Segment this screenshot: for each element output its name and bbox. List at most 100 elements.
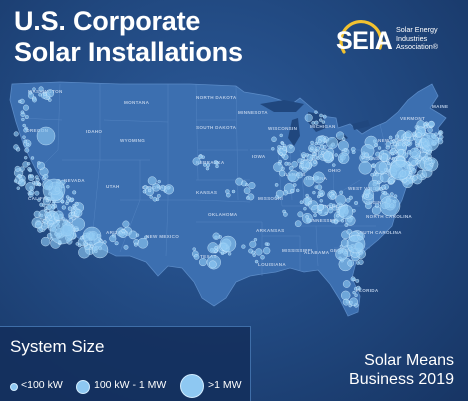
installation-bubble: [427, 127, 433, 133]
installation-bubble: [74, 208, 83, 218]
installation-bubble: [385, 141, 392, 147]
installation-bubble: [420, 132, 440, 152]
installation-bubble: [397, 148, 405, 156]
installation-bubble: [47, 98, 52, 102]
installation-bubble: [21, 117, 25, 122]
installation-bubble: [340, 219, 345, 223]
installation-bubble: [13, 144, 19, 150]
installation-bubble: [74, 201, 79, 207]
installation-bubble: [23, 139, 28, 144]
installation-bubble: [346, 234, 366, 254]
installation-bubble: [214, 249, 218, 253]
installation-bubble: [334, 153, 338, 157]
legend-label-small: <100 kW: [21, 379, 63, 391]
installation-bubble: [37, 182, 42, 187]
installation-bubble: [290, 188, 295, 194]
installation-bubble: [159, 184, 166, 191]
installation-bubble: [300, 160, 304, 165]
installation-bubble: [79, 236, 84, 240]
installation-bubble: [277, 145, 282, 150]
installation-bubble: [322, 114, 327, 119]
installation-bubble: [29, 189, 35, 195]
installation-bubble: [310, 140, 314, 145]
installation-bubble: [43, 92, 47, 97]
state-label: VIRGINIA: [364, 200, 387, 205]
state-label: OKLAHOMA: [208, 212, 238, 217]
installation-bubble: [343, 148, 348, 153]
installation-bubble: [193, 254, 200, 260]
installation-bubble: [303, 175, 315, 187]
installation-bubble: [335, 194, 347, 206]
state-label: TEXAS: [200, 254, 217, 259]
installation-bubble: [389, 159, 411, 181]
state-label: NORTH DAKOTA: [196, 95, 237, 100]
installation-bubble: [65, 195, 70, 199]
state-label: SOUTH CAROLINA: [356, 230, 402, 235]
installation-bubble: [20, 110, 25, 115]
installation-bubble: [13, 131, 19, 137]
state-border-line: [379, 123, 387, 151]
state-label: IOWA: [252, 154, 266, 159]
installation-bubble: [386, 161, 391, 166]
installation-bubble: [208, 260, 217, 269]
installation-bubble: [412, 175, 418, 181]
installation-bubble: [312, 171, 325, 184]
installation-bubble: [22, 123, 26, 128]
logo-text-line-1: Solar Energy: [396, 25, 438, 34]
installation-bubble: [317, 203, 325, 211]
installation-bubble: [22, 104, 30, 111]
lake-superior: [260, 100, 304, 112]
installation-bubble: [155, 197, 160, 202]
installation-bubble: [374, 203, 380, 208]
installation-bubble: [319, 153, 324, 158]
state-border-line: [39, 83, 61, 169]
installation-bubble: [122, 220, 130, 228]
state-border-line: [262, 235, 301, 270]
installation-bubble: [215, 161, 219, 165]
installation-bubble: [263, 247, 271, 255]
installation-bubble: [319, 199, 324, 203]
installation-bubble: [13, 179, 18, 183]
installation-bubble: [152, 183, 161, 192]
installation-bubble: [192, 247, 196, 251]
installation-bubble: [282, 190, 289, 196]
logo-text-line-3: Association®: [396, 42, 439, 52]
state-label: SOUTH DAKOTA: [196, 125, 237, 130]
installation-bubble: [274, 183, 279, 187]
installation-bubble: [72, 203, 76, 208]
installation-bubble: [294, 220, 302, 228]
installation-bubble: [34, 175, 39, 179]
installation-bubble: [340, 290, 351, 301]
installation-bubble: [375, 151, 381, 157]
installation-bubble: [114, 241, 119, 246]
installation-bubble: [135, 233, 140, 237]
installation-bubble: [215, 164, 219, 169]
installation-bubble: [243, 187, 251, 195]
installation-bubble: [205, 166, 210, 171]
installation-bubble: [319, 192, 324, 197]
installation-bubble: [248, 248, 254, 254]
installation-bubble: [231, 189, 236, 194]
installation-bubble: [346, 228, 352, 235]
installation-bubble: [314, 141, 319, 146]
installation-bubble: [23, 127, 28, 133]
legend-dot-medium: [76, 380, 90, 394]
state-label: UTAH: [106, 184, 120, 189]
installation-bubble: [354, 293, 358, 298]
installation-bubble: [401, 142, 406, 147]
installation-bubble: [241, 244, 246, 249]
installation-bubble: [212, 232, 220, 240]
installation-bubble: [279, 133, 283, 138]
installation-bubble: [40, 236, 51, 247]
installation-bubble: [28, 168, 33, 173]
installation-bubble: [310, 146, 314, 151]
installation-bubble: [317, 139, 322, 144]
installation-bubble: [33, 210, 41, 218]
installation-bubble: [339, 190, 344, 195]
installation-bubble: [331, 219, 335, 224]
state-label: KANSAS: [196, 190, 217, 195]
logo-text-line-2: Industries: [396, 33, 428, 43]
state-label: MISSISSIPPI: [282, 248, 313, 253]
system-size-legend: System Size <100 kW 100 kW - 1 MW >1 MW: [0, 326, 251, 401]
installation-bubble: [198, 154, 203, 159]
